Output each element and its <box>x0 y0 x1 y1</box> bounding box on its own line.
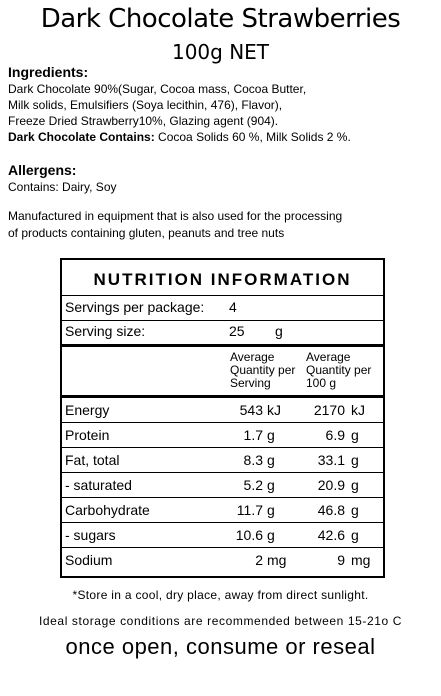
per-serving-unit: g <box>267 502 275 518</box>
per-100g-value: 2170 <box>313 402 345 418</box>
per-100g-unit: kJ <box>351 402 365 418</box>
per-serving-unit: g <box>267 452 275 468</box>
per-100g-value: 42.6 <box>317 527 345 543</box>
per-100g-unit: g <box>351 452 359 468</box>
allergens-heading: Allergens: <box>8 162 77 178</box>
product-title: Dark Chocolate Strawberries <box>40 4 401 34</box>
per-serving-unit: mg <box>267 552 287 568</box>
serving-size-value: 25 <box>229 323 245 339</box>
per-serving-value: 1.7 <box>243 427 263 443</box>
servings-label: Servings per package: <box>65 299 205 315</box>
allergens-text: Contains: Dairy, Soy <box>8 180 117 194</box>
per-serving-unit: g <box>267 527 275 543</box>
per-serving-value: 2 <box>255 552 263 568</box>
rule <box>62 320 383 321</box>
per-100g-value: 20.9 <box>317 477 345 493</box>
nutrient-name: - sugars <box>65 527 116 543</box>
ingredients-line: Freeze Dried Strawberry10%, Glazing agen… <box>8 114 279 128</box>
per-serving-value: 11.7 <box>236 502 263 518</box>
rule <box>62 395 383 398</box>
ingredients-line: Dark Chocolate 90%(Sugar, Cocoa mass, Co… <box>8 82 307 96</box>
nutrient-name: Sodium <box>65 552 113 568</box>
storage-note: *Store in a cool, dry place, away from d… <box>72 588 369 602</box>
storage-conditions: Ideal storage conditions are recommended… <box>38 614 403 628</box>
net-weight: 100g NET <box>171 40 270 64</box>
manufactured-line: of products containing gluten, peanuts a… <box>8 226 285 240</box>
manufactured-line: Manufactured in equipment that is also u… <box>8 209 343 223</box>
per-serving-value: 5.2 <box>243 477 263 493</box>
column-header: Quantity per <box>230 363 296 377</box>
rule <box>62 295 383 296</box>
per-serving-unit: kJ <box>267 402 281 418</box>
column-header: Average <box>230 350 275 364</box>
rule <box>62 422 383 423</box>
per-100g-unit: mg <box>351 552 371 568</box>
per-100g-value: 46.8 <box>317 502 345 518</box>
rule <box>62 547 383 548</box>
per-100g-unit: g <box>351 477 359 493</box>
per-serving-value: 10.6 <box>235 527 263 543</box>
contains-text: Cocoa Solids 60 %, Milk Solids 2 %. <box>158 130 351 144</box>
rule <box>62 522 383 523</box>
nutrient-name: Carbohydrate <box>65 502 150 518</box>
per-100g-value: 6.9 <box>325 427 345 443</box>
contains-line: Dark Chocolate Contains: Cocoa Solids 60… <box>8 129 351 145</box>
column-header: Quantity per <box>306 363 372 377</box>
rule <box>62 497 383 498</box>
ingredients-line: Milk solids, Emulsifiers (Soya lecithin,… <box>8 98 283 112</box>
ingredients-heading: Ingredients: <box>8 64 89 80</box>
servings-value: 4 <box>229 299 237 315</box>
per-serving-value: 543 <box>239 402 263 418</box>
per-100g-unit: g <box>351 527 359 543</box>
serving-size-label: Serving size: <box>65 323 146 339</box>
serving-size-unit: g <box>275 323 283 339</box>
reseal-note: once open, consume or reseal <box>65 634 376 659</box>
column-header: Serving <box>230 376 271 390</box>
rule <box>62 447 383 448</box>
nutrition-panel: NUTRITION INFORMATION Servings per packa… <box>60 258 385 578</box>
nutrient-name: Energy <box>65 402 110 418</box>
per-100g-value: 33.1 <box>317 452 345 468</box>
per-100g-value: 9 <box>337 552 345 568</box>
column-header: 100 g <box>306 376 337 390</box>
rule <box>62 472 383 473</box>
contains-label: Dark Chocolate Contains: <box>8 130 155 144</box>
per-serving-unit: g <box>267 477 275 493</box>
nutrient-name: Fat, total <box>65 452 120 468</box>
column-header: Average <box>306 350 351 364</box>
per-serving-value: 8.3 <box>243 452 263 468</box>
per-100g-unit: g <box>351 427 359 443</box>
nutrient-name: - saturated <box>65 477 132 493</box>
per-serving-unit: g <box>267 427 275 443</box>
nutrient-name: Protein <box>65 427 110 443</box>
nutrition-title: NUTRITION INFORMATION <box>93 270 352 289</box>
rule <box>62 344 383 347</box>
per-100g-unit: g <box>351 502 359 518</box>
